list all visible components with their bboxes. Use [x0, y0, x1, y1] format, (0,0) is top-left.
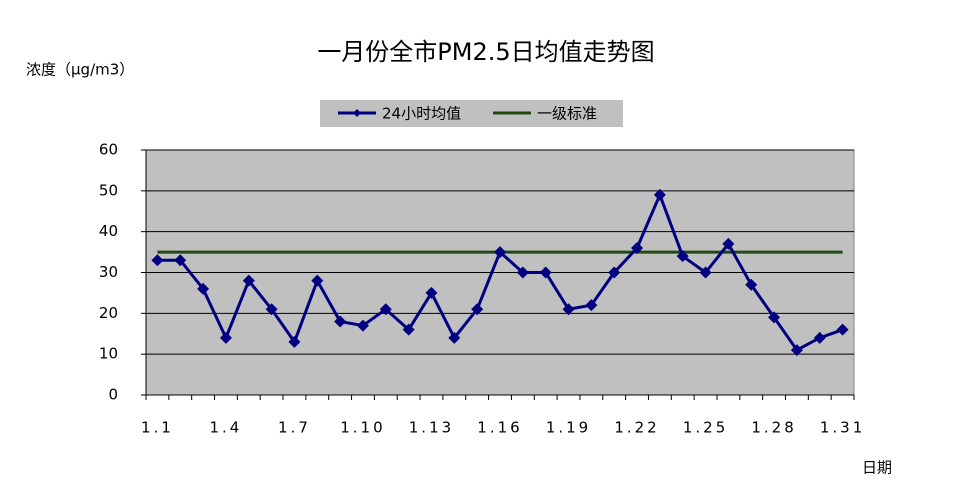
x-tick-label: 1.19	[546, 419, 591, 437]
legend-marker	[353, 109, 361, 117]
y-tick-label: 20	[99, 304, 118, 322]
y-tick-label: 40	[99, 222, 118, 240]
x-tick-label: 1.7	[278, 419, 311, 437]
point	[699, 266, 712, 279]
legend-label: 一级标准	[537, 105, 597, 123]
point	[425, 286, 438, 299]
legend-label: 24小时均值	[382, 105, 461, 123]
x-tick-label: 1.13	[409, 419, 454, 437]
point	[242, 274, 255, 287]
point	[334, 315, 347, 328]
point	[539, 266, 552, 279]
x-tick-label: 1.4	[210, 419, 243, 437]
x-tick-label: 1.10	[340, 419, 385, 437]
point	[151, 254, 164, 267]
point	[631, 242, 644, 254]
x-tick-label: 1.1	[141, 419, 174, 437]
point	[836, 323, 849, 336]
x-tick-label: 1.22	[614, 419, 659, 437]
point	[608, 266, 621, 279]
point	[585, 299, 598, 312]
point	[379, 303, 392, 316]
x-tick-label: 1.25	[683, 419, 728, 437]
point	[562, 303, 575, 316]
y-axis-label: 浓度（μg/m3）	[26, 61, 134, 79]
point	[265, 303, 278, 316]
point	[311, 274, 324, 287]
point	[676, 250, 689, 263]
point	[288, 335, 301, 348]
point	[722, 237, 735, 250]
chart-title: 一月份全市PM2.5日均值走势图	[317, 38, 654, 66]
point	[356, 319, 369, 332]
x-tick-label: 1.31	[820, 419, 865, 437]
point	[516, 266, 529, 279]
y-tick-label: 50	[99, 181, 118, 199]
point	[653, 188, 666, 201]
point	[174, 254, 187, 267]
x-tick-label: 1.16	[477, 419, 522, 437]
point	[790, 344, 803, 357]
point	[219, 331, 232, 344]
point	[197, 282, 210, 295]
x-tick-label: 1.28	[751, 419, 796, 437]
y-tick-label: 10	[99, 345, 118, 363]
point	[448, 331, 461, 344]
point	[745, 278, 758, 291]
x-axis-label: 日期	[862, 459, 892, 477]
y-tick-label: 30	[99, 263, 118, 281]
point	[471, 303, 484, 316]
point	[494, 246, 506, 259]
point	[402, 323, 415, 336]
point	[813, 331, 826, 344]
y-tick-label: 60	[99, 141, 118, 159]
y-tick-label: 0	[108, 386, 118, 404]
point	[768, 311, 781, 324]
legend: 24小时均值 一级标准	[320, 100, 623, 127]
